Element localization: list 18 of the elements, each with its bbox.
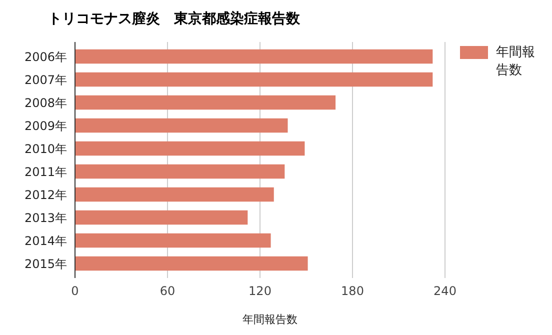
- ytick: 2008年: [24, 96, 67, 110]
- ytick: 2010年: [24, 142, 67, 156]
- ytick: 2011年: [24, 165, 67, 179]
- xtick: 180: [341, 284, 364, 298]
- ytick: 2012年: [24, 188, 67, 202]
- xtick: 120: [248, 284, 272, 298]
- ytick: 2006年: [24, 50, 67, 64]
- xtick: 0: [71, 284, 79, 298]
- ytick: 2013年: [24, 211, 67, 225]
- legend-label: 年間報告数: [496, 44, 536, 80]
- ytick: 2007年: [24, 73, 67, 87]
- title: トリコモナス膣炎 東京都感染症報告数: [48, 11, 300, 27]
- xlabel: 年間報告数: [242, 313, 298, 326]
- xtick: 60: [160, 284, 176, 298]
- ytick: 2009年: [24, 119, 67, 133]
- ytick: 2014年: [24, 234, 67, 248]
- xtick: 240: [434, 284, 456, 298]
- ytick: 2015年: [24, 257, 67, 271]
